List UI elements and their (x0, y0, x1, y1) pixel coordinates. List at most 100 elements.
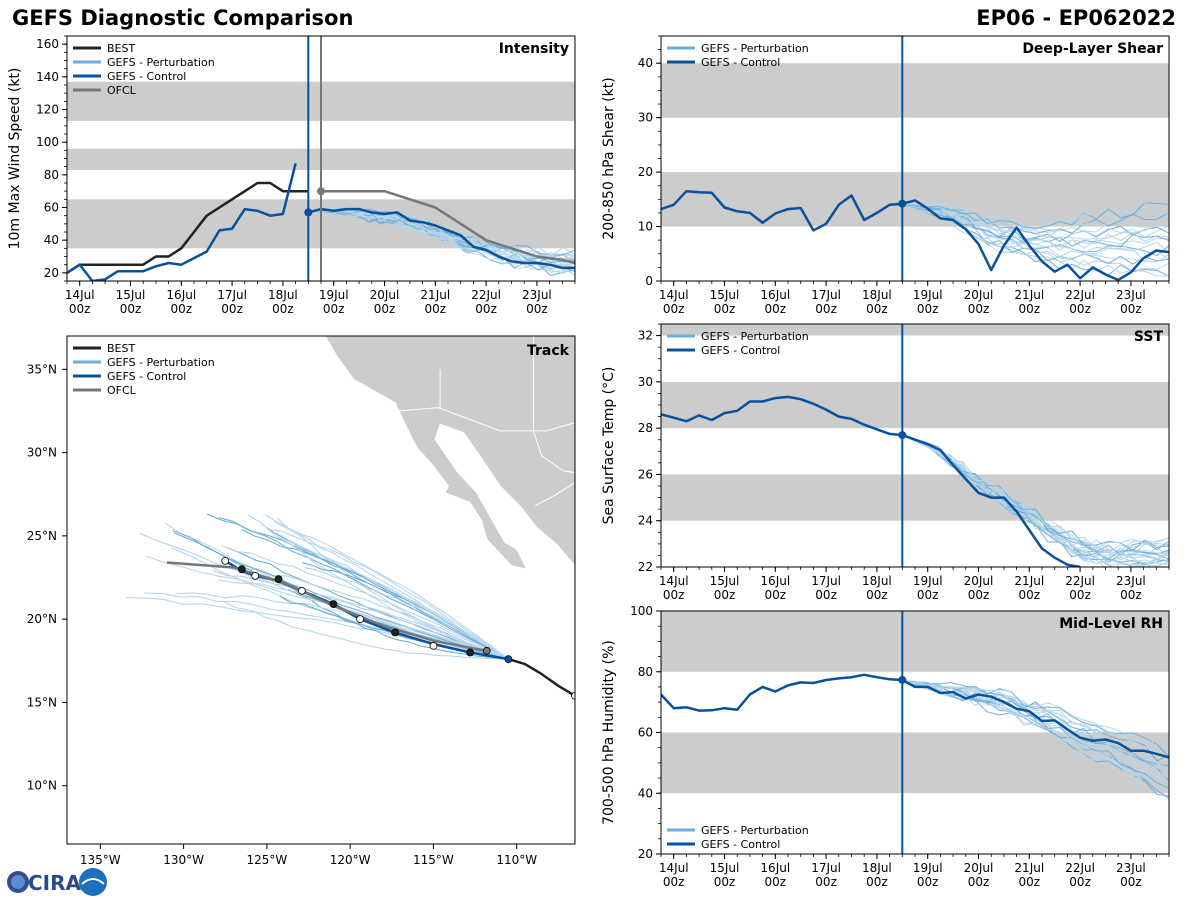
x-tick-hour-label: 00z (272, 302, 294, 316)
border-line (532, 430, 575, 474)
legend-label: GEFS - Control (107, 370, 186, 383)
x-tick-day-label: 18Jul (268, 288, 298, 302)
panel-title: Intensity (499, 41, 569, 57)
control-track-marker (237, 565, 246, 574)
x-tick-hour-label: 00z (765, 302, 787, 316)
legend-label: OFCL (107, 384, 137, 397)
y-tick-label: 0 (645, 274, 653, 288)
x-tick-hour-label: 00z (917, 588, 939, 602)
x-tick-day-label: 22Jul (1065, 288, 1095, 302)
y-tick-label: 25°N (27, 529, 57, 543)
x-tick-day-label: 14Jul (65, 288, 95, 302)
y-tick-label: 35°N (27, 362, 57, 376)
perturbation-member-line (902, 204, 1169, 257)
x-tick-hour-label: 00z (866, 875, 888, 889)
x-tick-hour-label: 00z (221, 302, 243, 316)
legend-label: GEFS - Perturbation (107, 56, 215, 69)
shaded-band (661, 474, 1169, 521)
x-tick-hour-label: 00z (866, 588, 888, 602)
perturbation-track-line (125, 597, 509, 660)
y-tick-label: 160 (36, 37, 59, 51)
control-init-marker (304, 208, 313, 217)
perturbation-member-line (902, 204, 1169, 248)
y-axis-label: Sea Surface Temp (°C) (601, 367, 617, 525)
x-tick-day-label: 22Jul (471, 288, 501, 302)
y-tick-label: 10 (638, 220, 653, 234)
panel-shear: 01020304014Jul00z15Jul00z16Jul00z17Jul00… (601, 35, 1170, 316)
control-init-marker (898, 675, 907, 684)
x-tick-day-label: 15Jul (710, 574, 740, 588)
perturbation-member-line (902, 193, 1169, 228)
x-tick-day-label: 20Jul (964, 574, 994, 588)
y-axis-label: 10m Max Wind Speed (kt) (7, 68, 23, 250)
ofcl-series-line (321, 189, 575, 265)
y-tick-label: 30 (638, 375, 653, 389)
x-tick-hour-label: 00z (714, 588, 736, 602)
x-tick-hour-label: 00z (1120, 875, 1142, 889)
control-series-line (661, 189, 1169, 281)
x-tick-hour-label: 00z (120, 302, 142, 316)
y-tick-label: 60 (44, 201, 59, 215)
legend-label: GEFS - Control (701, 838, 780, 851)
ofcl-track-marker (482, 646, 491, 655)
x-tick-label: 135°W (80, 853, 121, 867)
y-tick-label: 80 (638, 665, 653, 679)
y-tick-label: 30°N (27, 446, 57, 460)
y-tick-label: 24 (638, 514, 653, 528)
perturbation-track-line (246, 568, 509, 660)
shaded-band (661, 324, 1169, 336)
x-tick-day-label: 17Jul (811, 574, 841, 588)
figure-title: GEFS Diagnostic Comparison (12, 6, 354, 30)
perturbation-track-line (262, 524, 509, 660)
perturbation-track-line (270, 529, 509, 660)
x-tick-day-label: 21Jul (1014, 861, 1044, 875)
legend-label: GEFS - Control (701, 56, 780, 69)
x-tick-day-label: 16Jul (760, 861, 790, 875)
perturbation-track-line (304, 567, 509, 660)
x-tick-hour-label: 00z (663, 588, 685, 602)
y-axis-label: 700-500 hPa Humidity (%) (601, 640, 617, 825)
legend-label: GEFS - Perturbation (107, 356, 215, 369)
perturbation-member-line (902, 204, 1169, 243)
best-series-line (67, 181, 309, 274)
y-tick-label: 100 (36, 135, 59, 149)
perturbation-track-line (222, 600, 509, 660)
x-tick-hour-label: 00z (171, 302, 193, 316)
perturbation-track-line (174, 592, 509, 660)
x-tick-day-label: 18Jul (862, 574, 892, 588)
x-tick-hour-label: 00z (1069, 302, 1091, 316)
perturbation-member-line (308, 208, 575, 258)
x-tick-day-label: 18Jul (862, 861, 892, 875)
x-tick-day-label: 19Jul (913, 288, 943, 302)
panel-title: SST (1134, 329, 1164, 345)
x-tick-day-label: 18Jul (862, 288, 892, 302)
perturbation-member-line (902, 434, 1169, 557)
y-tick-label: 40 (44, 233, 59, 247)
x-tick-day-label: 16Jul (166, 288, 196, 302)
y-tick-label: 140 (36, 70, 59, 84)
shaded-band (661, 732, 1169, 794)
y-tick-label: 28 (638, 421, 653, 435)
control-track-marker (251, 571, 260, 580)
legend-label: BEST (107, 342, 135, 355)
x-tick-day-label: 16Jul (760, 574, 790, 588)
cira-logo-text: CIRA (28, 871, 82, 895)
x-tick-hour-label: 00z (526, 302, 548, 316)
control-track-marker (504, 655, 513, 664)
control-series-line (661, 673, 1169, 759)
x-tick-day-label: 15Jul (710, 861, 740, 875)
perturbation-member-line (902, 680, 1169, 760)
x-tick-hour-label: 00z (765, 875, 787, 889)
panel-title: Deep-Layer Shear (1022, 41, 1163, 57)
x-tick-hour-label: 00z (1120, 302, 1142, 316)
x-tick-hour-label: 00z (663, 302, 685, 316)
perturbation-track-line (218, 579, 509, 660)
y-tick-label: 10°N (27, 779, 57, 793)
x-tick-day-label: 23Jul (1116, 574, 1146, 588)
x-tick-hour-label: 00z (765, 588, 787, 602)
perturbation-member-line (902, 680, 1169, 758)
y-tick-label: 80 (44, 168, 59, 182)
x-tick-label: 110°W (496, 853, 537, 867)
x-tick-label: 120°W (330, 853, 371, 867)
x-tick-day-label: 20Jul (964, 861, 994, 875)
